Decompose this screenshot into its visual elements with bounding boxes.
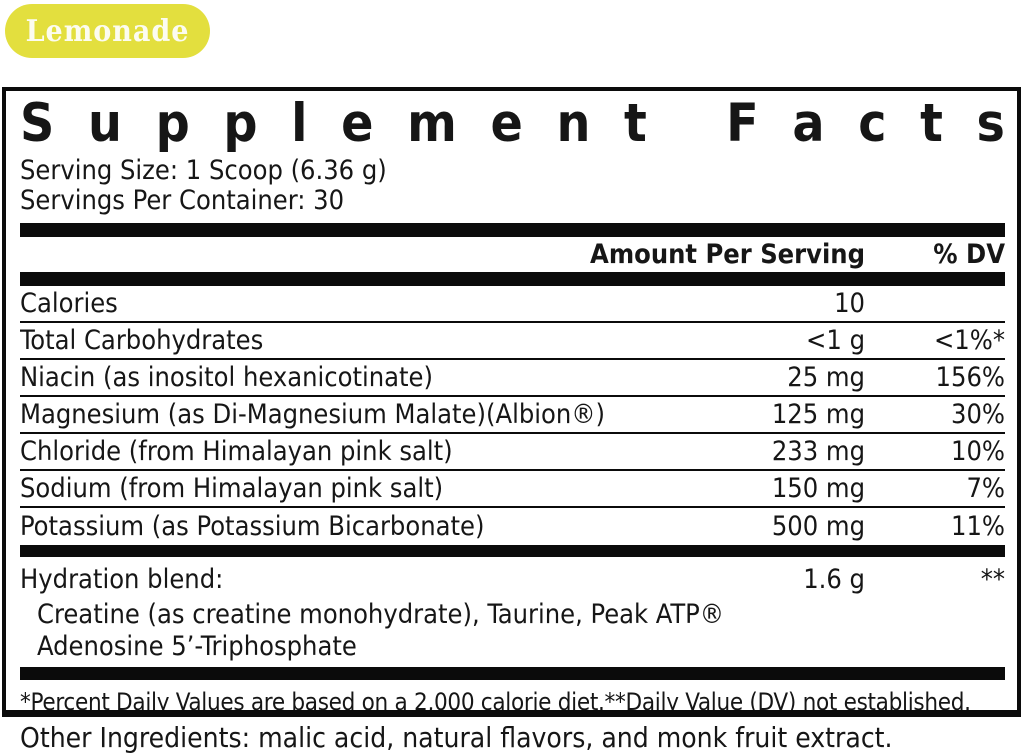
flavor-badge-label: Lemonade <box>25 13 190 49</box>
divider-bar <box>20 223 1005 237</box>
table-row: Magnesium (as Di-Magnesium Malate)(Albio… <box>20 397 1005 434</box>
amount-value: 25 mg <box>787 362 865 393</box>
dv-value: 156% <box>935 362 1005 393</box>
amount-value: 500 mg <box>771 511 865 542</box>
column-header-dv: % DV <box>933 239 1005 270</box>
table-row: Chloride (from Himalayan pink salt) 233 … <box>20 434 1005 471</box>
table-row: Total Carbohydrates <1 g <1%* <box>20 323 1005 360</box>
blend-name: Hydration blend: <box>20 563 224 595</box>
nutrient-name: Magnesium (as Di-Magnesium Malate)(Albio… <box>20 399 606 430</box>
servings-per-container-text: Servings Per Container: 30 <box>20 185 345 216</box>
dv-value: 30% <box>951 399 1005 430</box>
divider-bar <box>20 272 1005 286</box>
table-row: Niacin (as inositol hexanicotinate) 25 m… <box>20 360 1005 397</box>
flavor-badge[interactable]: Lemonade <box>5 4 210 58</box>
other-ingredients-text: Other Ingredients: malic acid, natural f… <box>20 721 893 754</box>
dv-value: 10% <box>951 436 1005 467</box>
dv-value: 7% <box>966 473 1005 504</box>
table-row: Sodium (from Himalayan pink salt) 150 mg… <box>20 471 1005 508</box>
divider-bar <box>20 545 1005 557</box>
serving-size-text: Serving Size: 1 Scoop (6.36 g) <box>20 155 387 186</box>
amount-value: 233 mg <box>771 436 865 467</box>
divider-bar <box>20 667 1005 680</box>
amount-value: 10 <box>834 288 865 319</box>
dv-value: <1%* <box>933 325 1005 356</box>
nutrient-name: Total Carbohydrates <box>20 325 264 356</box>
amount-value: <1 g <box>806 325 865 356</box>
nutrient-name: Chloride (from Himalayan pink salt) <box>20 436 453 467</box>
daily-value-footnote: *Percent Daily Values are based on a 2,0… <box>20 688 971 716</box>
blend-ingredient-line: Creatine (as creatine monohydrate), Taur… <box>37 599 725 630</box>
blend-dv-value: ** <box>980 563 1005 595</box>
table-row: Calories 10 <box>20 286 1005 323</box>
dv-value: 11% <box>951 511 1005 542</box>
nutrient-table: Calories 10 Total Carbohydrates <1 g <1%… <box>20 286 1005 545</box>
nutrient-name: Potassium (as Potassium Bicarbonate) <box>20 511 485 542</box>
amount-value: 125 mg <box>771 399 865 430</box>
blend-amount-value: 1.6 g <box>803 563 865 595</box>
blend-ingredient-lines: Creatine (as creatine monohydrate), Taur… <box>20 599 1005 663</box>
nutrient-name: Sodium (from Himalayan pink salt) <box>20 473 444 504</box>
blend-row: Hydration blend: 1.6 g ** <box>20 559 1005 599</box>
nutrient-name: Calories <box>20 288 118 319</box>
nutrient-name: Niacin (as inositol hexanicotinate) <box>20 362 433 393</box>
table-column-header: Amount Per Serving % DV <box>20 237 1005 272</box>
amount-value: 150 mg <box>771 473 865 504</box>
blend-ingredient-line: Adenosine 5’-Triphosphate <box>37 631 357 662</box>
table-row: Potassium (as Potassium Bicarbonate) 500… <box>20 508 1005 545</box>
column-header-amount: Amount Per Serving <box>590 239 865 270</box>
